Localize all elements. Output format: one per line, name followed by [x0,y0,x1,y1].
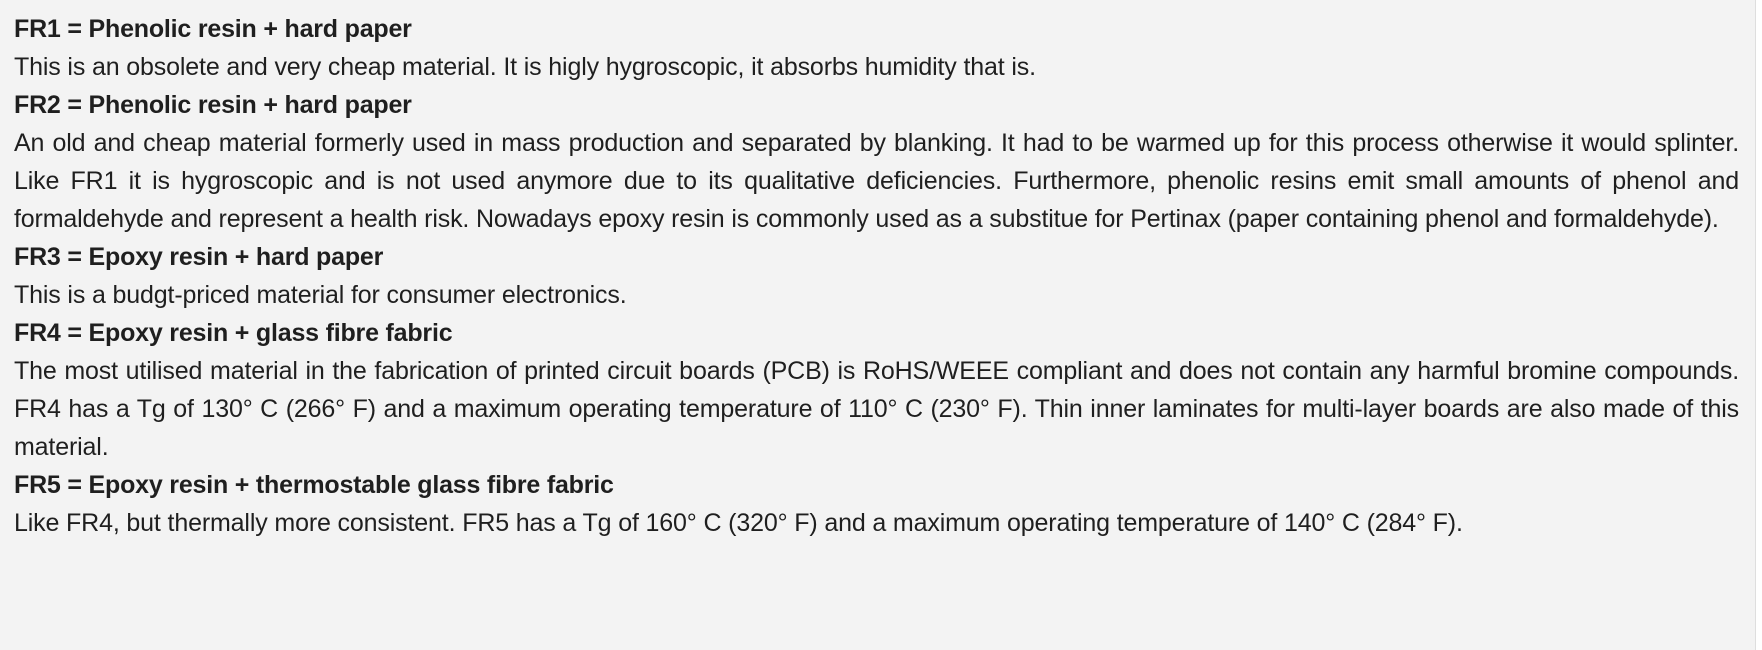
entry-title: FR2 = Phenolic resin + hard paper [14,91,412,119]
entry-text: The most utilised material in the fabric… [14,357,1739,461]
entry-fr2: FR2 = Phenolic resin + hard paper An old… [14,86,1739,238]
entry-title: FR3 = Epoxy resin + hard paper [14,243,384,271]
entry-fr5: FR5 = Epoxy resin + thermostable glass f… [14,466,1739,542]
entry-title: FR5 = Epoxy resin + thermostable glass f… [14,471,614,499]
entry-title: FR4 = Epoxy resin + glass fibre fabric [14,319,453,347]
entry-fr3: FR3 = Epoxy resin + hard paper This is a… [14,238,1739,314]
entry-fr1: FR1 = Phenolic resin + hard paper This i… [14,10,1739,86]
entry-text: This is an obsolete and very cheap mater… [14,53,1036,81]
entry-text: This is a budgt-priced material for cons… [14,281,627,309]
entry-title: FR1 = Phenolic resin + hard paper [14,15,412,43]
entry-text: An old and cheap material formerly used … [14,129,1739,233]
entry-text: Like FR4, but thermally more consistent.… [14,509,1463,537]
entry-fr4: FR4 = Epoxy resin + glass fibre fabric T… [14,314,1739,466]
